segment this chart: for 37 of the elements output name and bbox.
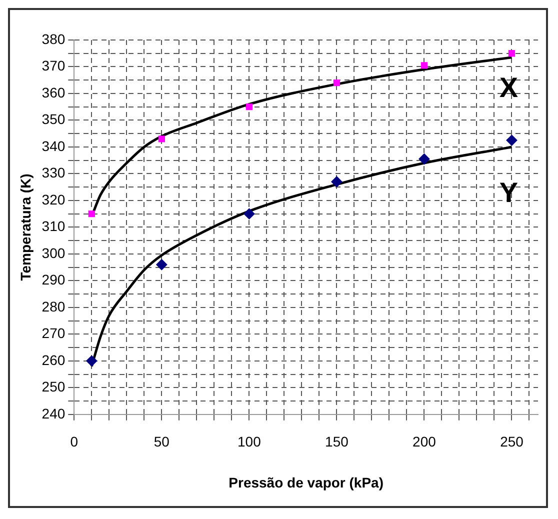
point <box>331 176 342 188</box>
point <box>88 210 95 218</box>
point <box>158 136 166 142</box>
y-tick-label: 340 <box>42 138 66 154</box>
y-tick-label: 300 <box>42 244 66 261</box>
y-tick-label: 380 <box>42 30 66 47</box>
y-tick-label: 370 <box>42 58 66 74</box>
x-tick-label: 250 <box>500 434 524 450</box>
y-tick-label: 270 <box>42 325 66 342</box>
point <box>506 134 518 146</box>
x-tick-label: 200 <box>412 434 436 450</box>
x-axis-title: Pressão de vapor (kPa) <box>228 474 384 490</box>
y-tick-label: 350 <box>42 111 66 128</box>
y-tick-label: 250 <box>42 378 66 395</box>
x-tick-label: 100 <box>238 434 262 450</box>
x-tick-label: 50 <box>154 434 170 450</box>
point <box>420 62 428 69</box>
y-axis-title: Temperatura (K) <box>17 174 34 281</box>
point <box>246 104 253 110</box>
x-tick-label: 150 <box>325 434 349 450</box>
y-tick-label: 240 <box>42 405 66 422</box>
point <box>508 50 516 57</box>
y-tick-label: 360 <box>42 84 66 100</box>
y-tick-label: 310 <box>42 218 66 234</box>
y-tick-label: 260 <box>42 352 66 368</box>
series-label: X <box>499 72 518 104</box>
y-tick-label: 320 <box>42 191 66 208</box>
y-tick-label: 290 <box>42 272 66 288</box>
point <box>244 208 255 220</box>
y-tick-label: 280 <box>42 298 66 314</box>
point <box>418 154 430 165</box>
series-label: Y <box>499 177 518 208</box>
x-tick-label: 0 <box>70 434 78 450</box>
point <box>86 355 98 366</box>
y-tick-label: 330 <box>42 164 66 181</box>
point <box>333 79 340 86</box>
point <box>156 259 168 270</box>
